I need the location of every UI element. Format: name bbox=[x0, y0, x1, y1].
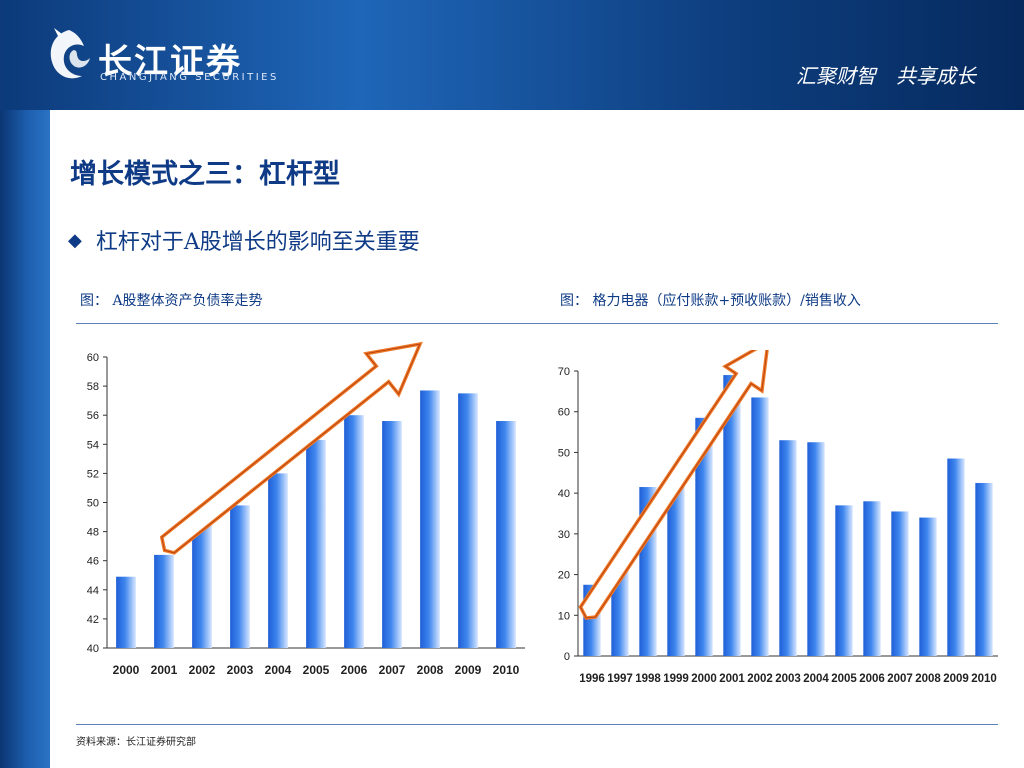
bar bbox=[919, 517, 937, 656]
bar bbox=[807, 442, 825, 656]
y-tick-label: 0 bbox=[564, 651, 570, 663]
x-tick-label: 2007 bbox=[887, 673, 913, 685]
y-tick-label: 42 bbox=[87, 614, 99, 626]
x-tick-label: 1996 bbox=[579, 673, 605, 685]
y-tick-label: 52 bbox=[87, 468, 99, 480]
y-tick-label: 54 bbox=[87, 439, 99, 451]
x-tick-label: 2008 bbox=[915, 673, 941, 685]
y-tick-label: 58 bbox=[87, 381, 99, 393]
bar bbox=[268, 473, 288, 648]
bar bbox=[723, 375, 741, 656]
y-tick-label: 10 bbox=[558, 610, 570, 622]
y-tick-label: 60 bbox=[558, 407, 570, 419]
bar bbox=[116, 576, 136, 648]
x-tick-label: 2002 bbox=[189, 663, 216, 677]
left-bar-chart: 40 42 44 46 48 50 52 54 56 58 60 2000 2001 2002 2003 20… bbox=[80, 340, 530, 685]
right-chart-caption: 图： 格力电器（应付账款+预收账款）/销售收入 bbox=[560, 293, 861, 309]
x-tick-label: 2008 bbox=[417, 663, 444, 677]
changjiang-logo-icon bbox=[50, 28, 90, 79]
header-banner bbox=[0, 0, 1024, 110]
footer-divider bbox=[76, 724, 998, 725]
bar bbox=[975, 482, 993, 656]
y-tick-label: 48 bbox=[87, 527, 99, 539]
caption-divider bbox=[76, 323, 998, 324]
x-tick-label: 2000 bbox=[691, 673, 717, 685]
x-tick-label: 2003 bbox=[775, 673, 801, 685]
x-tick-label: 2005 bbox=[831, 673, 857, 685]
bar bbox=[835, 505, 853, 656]
bar bbox=[192, 519, 212, 648]
x-tick-label: 2000 bbox=[113, 663, 140, 677]
y-tick-label: 50 bbox=[87, 498, 99, 510]
bar bbox=[306, 439, 326, 648]
bar bbox=[230, 505, 250, 648]
x-tick-label: 2006 bbox=[341, 663, 368, 677]
bar bbox=[947, 458, 965, 656]
y-tick-label: 40 bbox=[558, 488, 570, 500]
bar bbox=[344, 415, 364, 648]
bar bbox=[420, 390, 440, 648]
up-arrow-icon bbox=[578, 350, 769, 620]
y-tick-label: 30 bbox=[558, 529, 570, 541]
bar bbox=[611, 570, 629, 656]
y-tick-label: 44 bbox=[87, 585, 99, 597]
x-tick-label: 1997 bbox=[607, 673, 633, 685]
x-tick-label: 2007 bbox=[379, 663, 406, 677]
x-tick-label: 1998 bbox=[635, 673, 661, 685]
x-tick-label: 2001 bbox=[151, 663, 178, 677]
bar bbox=[695, 417, 713, 656]
bar bbox=[667, 474, 685, 656]
bar bbox=[863, 501, 881, 656]
y-tick-label: 56 bbox=[87, 410, 99, 422]
y-tick-label: 70 bbox=[558, 366, 570, 378]
x-tick-label: 2005 bbox=[303, 663, 330, 677]
bar bbox=[779, 440, 797, 656]
x-tick-label: 2010 bbox=[493, 663, 520, 677]
diamond-bullet-icon: ◆ bbox=[68, 229, 82, 251]
y-tick-label: 50 bbox=[558, 447, 570, 459]
bar bbox=[751, 397, 769, 656]
bullet-text: 杠杆对于A股增长的影响至关重要 bbox=[95, 230, 420, 255]
bar bbox=[496, 421, 516, 648]
slide-title: 增长模式之三：杠杆型 bbox=[70, 159, 340, 190]
bar bbox=[458, 393, 478, 648]
y-tick-label: 60 bbox=[87, 352, 99, 364]
bullet-line: ◆ 杠杆对于A股增长的影响至关重要 bbox=[68, 224, 420, 256]
y-tick-label: 46 bbox=[87, 556, 99, 568]
logo-text: 长江证券 bbox=[98, 42, 242, 82]
y-tick-label: 40 bbox=[87, 643, 99, 655]
x-tick-label: 2009 bbox=[943, 673, 969, 685]
bar bbox=[891, 511, 909, 656]
y-tick-label: 20 bbox=[558, 570, 570, 582]
left-decor-bar bbox=[0, 110, 50, 768]
bar bbox=[382, 421, 402, 648]
left-chart-caption: 图： A股整体资产负债率走势 bbox=[80, 293, 263, 309]
slogan: 汇聚财智 共享成长 bbox=[796, 64, 976, 88]
x-tick-label: 1999 bbox=[663, 673, 689, 685]
x-tick-label: 2002 bbox=[747, 673, 773, 685]
x-tick-label: 2009 bbox=[455, 663, 482, 677]
bar bbox=[154, 554, 174, 648]
x-tick-label: 2010 bbox=[971, 673, 997, 685]
x-tick-label: 2004 bbox=[265, 663, 292, 677]
x-tick-label: 2003 bbox=[227, 663, 254, 677]
source-note: 资料来源：长江证券研究部 bbox=[76, 737, 196, 748]
x-tick-label: 2006 bbox=[859, 673, 885, 685]
x-tick-label: 2001 bbox=[719, 673, 745, 685]
x-tick-label: 2004 bbox=[803, 673, 829, 685]
up-arrow-icon bbox=[159, 341, 423, 555]
logo-subtitle: CHANGJIANG SECURITIES bbox=[100, 72, 279, 83]
